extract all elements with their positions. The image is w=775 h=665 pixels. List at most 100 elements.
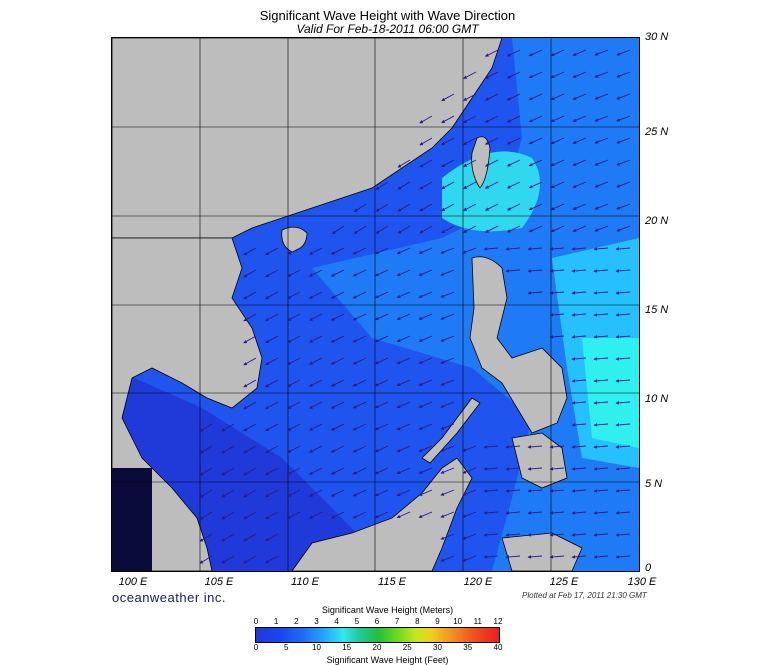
wave-arrow bbox=[463, 115, 477, 123]
wave-arrow bbox=[243, 533, 257, 542]
wave-arrow bbox=[615, 555, 631, 559]
wave-arrow bbox=[396, 423, 411, 431]
wave-arrow bbox=[615, 511, 631, 515]
wave-arrow bbox=[505, 555, 521, 559]
wave-arrow bbox=[593, 335, 609, 339]
wave-arrow bbox=[287, 489, 301, 497]
wave-arrow bbox=[308, 511, 323, 519]
wave-arrow bbox=[221, 533, 235, 542]
wave-arrow bbox=[615, 489, 631, 493]
wave-arrow bbox=[616, 181, 631, 188]
wave-arrow bbox=[572, 225, 587, 232]
wave-arrow bbox=[330, 489, 345, 497]
wave-arrow bbox=[616, 159, 631, 166]
wave-arrow bbox=[593, 511, 609, 515]
wave-arrow bbox=[484, 181, 499, 189]
wave-arrow bbox=[330, 401, 345, 409]
wave-arrow bbox=[352, 401, 367, 409]
wave-arrow bbox=[528, 115, 543, 123]
wave-arrow bbox=[463, 203, 477, 211]
longitude-label: 110 E bbox=[291, 576, 319, 588]
wave-arrow bbox=[549, 247, 565, 251]
wave-arrow bbox=[571, 533, 587, 537]
colorbar-tick-meters: 12 bbox=[493, 617, 503, 626]
wave-arrow bbox=[527, 291, 543, 295]
wave-arrow bbox=[594, 225, 609, 232]
wave-arrow bbox=[483, 467, 499, 471]
wave-arrow bbox=[462, 533, 477, 540]
wave-arrow bbox=[352, 379, 367, 387]
wave-arrow bbox=[616, 115, 631, 122]
wave-arrow bbox=[440, 269, 455, 276]
wave-arrow bbox=[528, 137, 543, 145]
wave-arrow bbox=[265, 269, 279, 278]
land-philippines bbox=[469, 256, 568, 434]
wave-arrow bbox=[484, 49, 499, 57]
colorbar-title-feet: Significant Wave Height (Feet) bbox=[326, 655, 449, 665]
wave-arrow bbox=[440, 401, 455, 408]
wave-arrow bbox=[594, 159, 609, 166]
wave-arrow bbox=[616, 49, 631, 56]
wave-arrow bbox=[352, 313, 367, 321]
wave-arrow bbox=[308, 401, 323, 409]
wave-arrow bbox=[440, 445, 455, 452]
wave-arrow bbox=[308, 445, 323, 453]
wave-arrow bbox=[440, 379, 455, 386]
wave-arrow bbox=[528, 203, 543, 211]
wave-arrow bbox=[374, 247, 389, 255]
wave-arrow bbox=[352, 511, 367, 519]
wave-arrow bbox=[308, 489, 323, 497]
colorbar-tick-feet: 40 bbox=[493, 643, 503, 652]
wave-arrow bbox=[572, 71, 587, 78]
colorbar bbox=[255, 627, 500, 643]
wave-arrow bbox=[375, 203, 389, 212]
wave-arrow bbox=[352, 335, 367, 343]
wave-arrow bbox=[528, 159, 543, 167]
wave-arrow bbox=[330, 423, 345, 431]
wave-arrow bbox=[505, 467, 521, 471]
latitude-label: 30 N bbox=[645, 31, 669, 43]
wave-arrow bbox=[199, 511, 213, 520]
wave-arrow bbox=[441, 115, 455, 124]
wave-arrow bbox=[418, 269, 433, 276]
wave-arrow bbox=[221, 467, 235, 476]
wave-arrow bbox=[353, 225, 367, 234]
wave-arrow bbox=[265, 335, 279, 344]
wave-arrow bbox=[593, 489, 609, 493]
wave-arrow bbox=[265, 423, 279, 432]
wave-arrow bbox=[572, 159, 587, 166]
wave-arrow bbox=[441, 137, 455, 146]
land-borneo bbox=[291, 457, 473, 571]
wave-arrow bbox=[419, 159, 433, 168]
wave-arrow bbox=[615, 467, 631, 471]
wave-arrow bbox=[571, 269, 587, 273]
wave-arrow bbox=[440, 247, 455, 254]
wave-arrow bbox=[549, 555, 565, 559]
wave-arrow bbox=[527, 489, 543, 493]
wave-arrow bbox=[463, 71, 477, 79]
wave-arrow bbox=[506, 203, 521, 211]
wave-arrow bbox=[484, 159, 499, 167]
wave-arrow bbox=[396, 511, 411, 519]
wave-arrow bbox=[199, 423, 213, 432]
wave-arrow bbox=[221, 489, 235, 498]
wave-arrow bbox=[221, 555, 235, 564]
wave-arrow bbox=[396, 313, 411, 321]
latitude-label: 20 N bbox=[645, 215, 669, 227]
longitude-label: 115 E bbox=[378, 576, 406, 588]
wave-arrow bbox=[549, 511, 565, 515]
wave-arrow bbox=[506, 115, 521, 123]
wave-arrow bbox=[571, 401, 587, 405]
wave-arrow bbox=[571, 335, 587, 339]
wave-arrow bbox=[506, 137, 521, 145]
colorbar-tick-meters: 3 bbox=[314, 617, 319, 626]
wave-arrow bbox=[550, 137, 565, 145]
wave-arrow bbox=[374, 313, 389, 321]
wave-arrow bbox=[352, 423, 367, 431]
wave-arrow bbox=[330, 379, 345, 387]
wave-arrow bbox=[615, 401, 631, 405]
wave-arrow bbox=[594, 93, 609, 100]
wave-arrow bbox=[287, 269, 301, 277]
wave-arrow bbox=[506, 49, 521, 57]
latitude-label: 10 N bbox=[645, 393, 669, 405]
